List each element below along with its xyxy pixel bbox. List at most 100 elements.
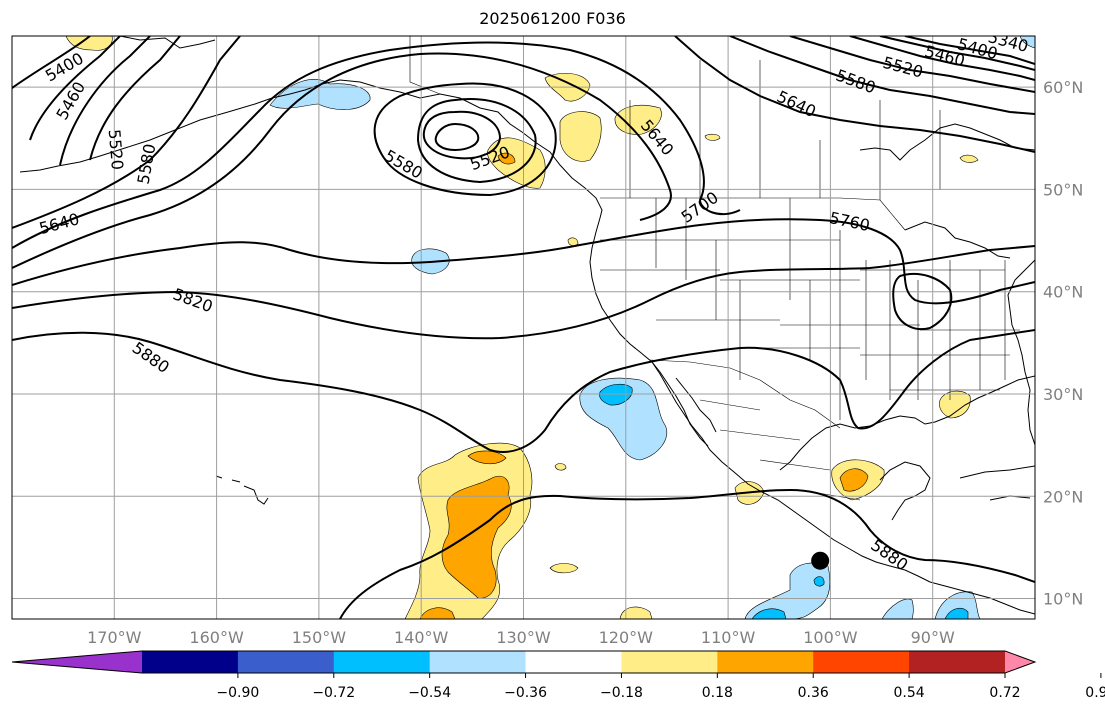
colorbar-tick-label: 0.54	[894, 685, 925, 701]
contour-label: 5460	[52, 78, 89, 123]
gridlines	[12, 36, 1035, 619]
coast-alaska-north	[119, 36, 216, 49]
coast-great-lakes	[904, 221, 1011, 259]
shade-yellow-alberta	[614, 105, 662, 135]
colorbar-tick-label: −0.36	[504, 685, 547, 701]
contour-5400-nw	[12, 36, 91, 89]
latitude-tick-label: 30°N	[1043, 385, 1083, 404]
shade-yellow-dot1	[704, 133, 721, 141]
contour-label: 5760	[828, 208, 872, 235]
latitude-tick-label: 10°N	[1043, 590, 1083, 609]
contour-5520-ne	[789, 36, 1035, 93]
contour-core-low	[434, 122, 480, 152]
shade-blue-mex-south-core	[751, 608, 787, 619]
border-mexico-states	[699, 399, 861, 501]
shade-yellow-bering	[65, 36, 113, 51]
coast-east-canada	[859, 123, 1035, 161]
contour-label-text: 5640	[774, 87, 819, 121]
latitude-tick-label: 60°N	[1043, 78, 1083, 97]
longitude-tick-label: 110°W	[701, 628, 756, 647]
shade-orange-bc	[497, 152, 516, 165]
colorbar-segment	[429, 651, 527, 673]
colorbar-extend-low	[12, 651, 142, 673]
colorbar-tick-label: 0.90	[1085, 685, 1105, 701]
contour-inner-low	[422, 110, 502, 160]
contour-5580-nw	[89, 36, 181, 161]
contour-5580-ne	[729, 36, 1035, 115]
contour-label: 5640	[37, 209, 81, 238]
contour-label-text: 5460	[52, 78, 89, 123]
contour-5880-south	[339, 488, 1035, 619]
shade-blue-east-core	[944, 607, 969, 619]
contour-5520-nw	[59, 36, 151, 166]
coast-west-us	[589, 217, 931, 583]
shade-orange-big	[441, 475, 512, 599]
colorbar-tick-label: 0.72	[989, 685, 1020, 701]
contour-5520-low	[416, 98, 537, 184]
colorbar-tick-label: −0.54	[408, 685, 451, 701]
colorbar-outline	[11, 650, 1037, 674]
longitude-labels: 170°W 160°W 150°W 140°W 130°W 120°W 110°W 100°W…	[87, 628, 955, 647]
contour-layer	[12, 36, 1035, 619]
contour-5340	[904, 36, 1035, 65]
shade-yellow-south	[619, 606, 653, 619]
shade-yellow-dot2	[959, 154, 979, 163]
border-us-mexico	[649, 359, 841, 429]
border-canada-provinces	[629, 60, 941, 200]
coast-gulf	[779, 375, 1035, 471]
shade-yellow-dot3	[567, 237, 579, 246]
map-title: 2025061200 F036	[479, 9, 626, 28]
contour-label-text: 5580	[134, 142, 160, 185]
latitude-labels: 10°N 20°N 30°N 40°N 50°N 60°N	[1043, 78, 1083, 608]
contour-5760-loop	[892, 272, 953, 330]
contour-5820	[12, 245, 1035, 340]
shading-layer	[65, 36, 1035, 619]
coastline-layer	[19, 36, 1035, 615]
latitude-tick-label: 20°N	[1043, 487, 1083, 506]
contour-label: 5820	[171, 284, 216, 316]
contour-label: 5580	[833, 66, 878, 98]
coast-east-us	[1007, 259, 1035, 446]
colorbar-segment	[621, 651, 718, 673]
colorbar-tick-label: 0.18	[702, 685, 733, 701]
borders-layer	[409, 36, 1020, 501]
contour-5640-ne	[674, 36, 1035, 153]
contour-label-text: 5820	[171, 284, 216, 316]
contour-label-text: 5580	[381, 146, 426, 183]
contour-label-text: 5520	[881, 53, 925, 82]
longitude-tick-label: 130°W	[496, 628, 551, 647]
colorbar-extend-high	[1005, 651, 1035, 673]
colorbar-tick-label: −0.90	[216, 685, 259, 701]
colorbar: −0.90 −0.72 −0.54 −0.36 −0.18 0.18 0.36 0.54 0.7…	[11, 650, 1105, 701]
shade-blue-mex-south	[744, 562, 831, 619]
shade-yellow-small2	[554, 463, 567, 471]
colorbar-segment	[813, 651, 910, 673]
latitude-tick-label: 40°N	[1043, 283, 1083, 302]
colorbar-segment	[717, 651, 814, 673]
contour-5760	[12, 218, 1035, 305]
contour-label: 5580	[134, 142, 160, 185]
contour-5640-main	[12, 52, 672, 269]
longitude-tick-label: 160°W	[189, 628, 244, 647]
shade-yellow-small1	[549, 563, 579, 574]
colorbar-segment	[142, 651, 239, 673]
contour-5460-ne	[849, 36, 1035, 81]
colorbar-segment	[525, 651, 622, 673]
coast-central-am	[929, 581, 1035, 615]
contour-label-text: 5580	[833, 66, 878, 98]
longitude-tick-label: 90°W	[911, 628, 955, 647]
contour-5640-nw	[12, 36, 241, 229]
coast-hawaii	[215, 475, 269, 505]
longitude-tick-label: 170°W	[87, 628, 142, 647]
contour-label-text: 5520	[105, 128, 127, 170]
longitude-tick-label: 100°W	[803, 628, 858, 647]
contour-5880-west	[12, 329, 1035, 453]
shade-blue-ne-corner	[1019, 36, 1035, 49]
colorbar-segment	[333, 651, 431, 673]
shade-orange-bottom	[419, 607, 456, 619]
colorbar-tick-label: −0.18	[600, 685, 643, 701]
contour-5700	[12, 41, 741, 249]
shade-orange-gulf	[839, 468, 869, 492]
